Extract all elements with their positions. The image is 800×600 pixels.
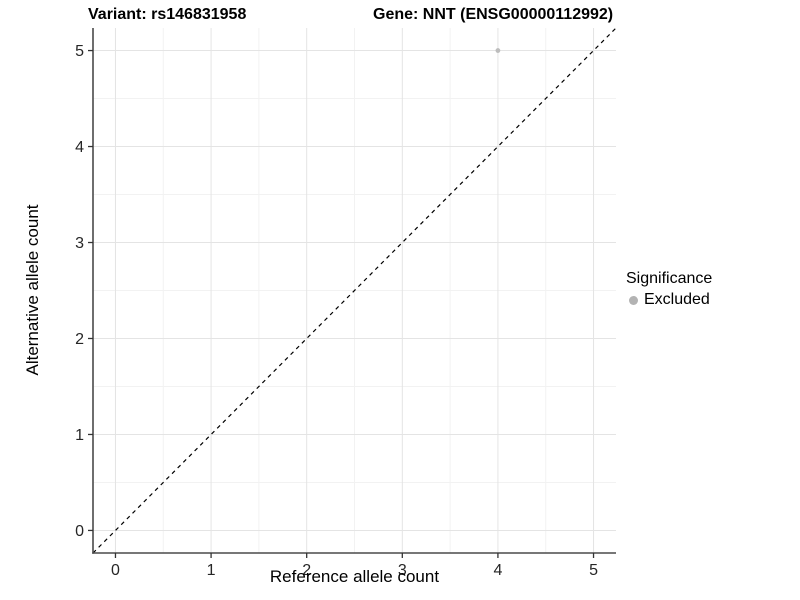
y-tick-label: 0 xyxy=(75,523,84,540)
plot-title-variant: Variant: rs146831958 xyxy=(88,6,247,23)
plot-title-gene: Gene: NNT (ENSG00000112992) xyxy=(373,6,614,23)
x-tick-label: 3 xyxy=(398,562,407,579)
legend-item-excluded: Excluded xyxy=(626,291,712,309)
y-tick-label: 4 xyxy=(75,139,84,156)
y-tick-label: 1 xyxy=(75,427,84,444)
legend-item-label: Excluded xyxy=(644,291,710,308)
legend-point-icon xyxy=(629,295,638,305)
x-axis-title: Reference allele count xyxy=(269,567,440,586)
legend: Significance Excluded xyxy=(626,270,712,309)
y-tick-label: 5 xyxy=(75,43,84,60)
x-tick-label: 5 xyxy=(589,562,598,579)
x-tick-label: 0 xyxy=(111,562,120,579)
x-tick-label: 4 xyxy=(493,562,502,579)
x-tick-label: 2 xyxy=(302,562,311,579)
y-tick-label: 2 xyxy=(75,331,84,348)
x-tick-label: 1 xyxy=(207,562,216,579)
identity-reference-line xyxy=(92,27,617,554)
y-tick-label: 3 xyxy=(75,235,84,252)
legend-title: Significance xyxy=(626,270,713,287)
data-point xyxy=(495,48,501,53)
y-axis-title: Alternative allele count xyxy=(23,204,42,376)
